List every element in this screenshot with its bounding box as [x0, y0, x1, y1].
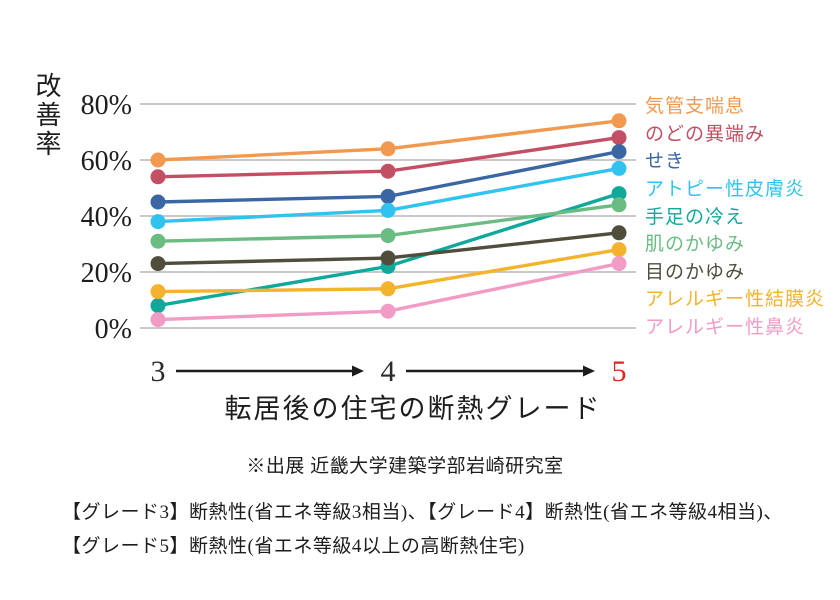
legend-label-1: のどの異端み [645, 123, 766, 145]
legend-label-4: 手足の冷え [645, 206, 746, 228]
data-point [380, 163, 396, 179]
data-point [380, 303, 396, 319]
data-point [150, 256, 166, 272]
arrow-head-icon [583, 365, 595, 377]
legend-label-8: アレルギー性鼻炎 [645, 317, 806, 338]
data-point [150, 233, 166, 249]
line-chart-canvas: 80% 60% 40% 20% 0% 3 4 5 [81, 90, 636, 388]
data-point [150, 169, 166, 185]
legend-label-3: アトピー性皮膚炎 [645, 178, 806, 200]
grade-definition-line-1: 【グレード3】断熱性(省エネ等級3相当)、【グレード4】断熱性(省エネ等級4相当… [62, 502, 783, 523]
data-point [611, 197, 627, 213]
data-point [150, 214, 166, 230]
legend-label-5: 肌のかゆみ [645, 234, 746, 256]
data-point [150, 152, 166, 168]
grade-definition-line-2: 【グレード5】断熱性(省エネ等級4以上の高断熱住宅) [62, 536, 525, 557]
data-point [611, 242, 627, 258]
legend-label-6: 目のかゆみ [645, 261, 746, 283]
data-point [611, 225, 627, 241]
legend-label-0: 気管支喘息 [645, 96, 746, 117]
x-axis-title: 転居後の住宅の断熱グレード [224, 394, 602, 424]
data-point [380, 141, 396, 157]
x-category-label: 4 [381, 355, 396, 388]
data-point [380, 228, 396, 244]
arrow-head-icon [352, 365, 364, 377]
data-point [380, 202, 396, 218]
x-category-label: 5 [612, 355, 627, 388]
data-point [150, 194, 166, 210]
data-point [611, 160, 627, 176]
y-tick-label: 20% [81, 258, 132, 289]
data-point [611, 256, 627, 272]
y-axis-title: 改善率 [32, 72, 61, 159]
data-point [380, 281, 396, 297]
y-tick-label: 0% [95, 314, 132, 345]
data-point [611, 130, 627, 146]
data-point [150, 284, 166, 300]
legend-label-7: アレルギー性結膜炎 [645, 289, 826, 311]
y-tick-label: 40% [81, 202, 132, 233]
data-point [380, 188, 396, 204]
source-credit: ※出展 近畿大学建築学部岩崎研究室 [246, 456, 564, 477]
data-point [611, 144, 627, 160]
x-category-label: 3 [151, 355, 166, 388]
data-point [380, 250, 396, 266]
y-tick-label: 60% [81, 146, 132, 177]
data-point [150, 298, 166, 314]
data-point [611, 186, 627, 202]
y-tick-label: 80% [81, 90, 132, 121]
data-point [611, 113, 627, 129]
legend-label-2: せき [645, 151, 686, 173]
data-point [150, 312, 166, 328]
